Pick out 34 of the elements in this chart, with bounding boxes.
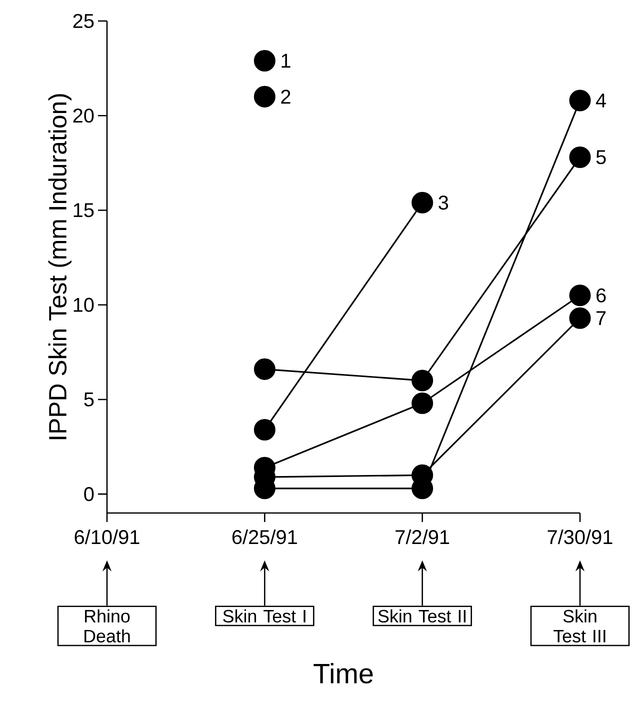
point	[569, 146, 591, 168]
x-tick-label: 6/10/91	[74, 530, 140, 544]
y-tick-label: 25	[73, 14, 94, 28]
y-tick-label: 15	[74, 203, 94, 218]
y-tick-label: 5	[84, 392, 94, 406]
point	[569, 284, 591, 306]
text: Rhino Death	[84, 609, 130, 642]
series-label: 4	[596, 94, 606, 108]
point	[569, 90, 591, 112]
series-label: 6	[596, 288, 606, 302]
series-label: 3	[438, 196, 448, 210]
x-tick-label: 7/2/91	[396, 530, 450, 544]
series-label: 7	[596, 311, 606, 325]
text: Skin Test III	[554, 609, 606, 642]
point	[254, 418, 276, 440]
point	[412, 370, 434, 392]
y-axis-title: IPPD Skin Test (mm Induration)	[48, 94, 72, 440]
point	[412, 392, 434, 414]
series-label: 5	[596, 150, 606, 164]
point	[254, 50, 276, 72]
series-label: 2	[281, 90, 290, 104]
text: Skin Test II	[378, 609, 466, 623]
point	[254, 358, 276, 380]
text: Skin Test I	[223, 609, 306, 623]
y-tick-label: 10	[74, 298, 94, 312]
x-axis-title: Time	[314, 663, 373, 684]
x-tick-label: 7/30/91	[548, 530, 612, 544]
x-tick-label: 6/25/91	[232, 530, 297, 544]
point	[412, 192, 434, 214]
point	[254, 86, 276, 108]
y-tick-label: 0	[84, 487, 94, 502]
point	[569, 307, 591, 329]
y-tick-label: 20	[73, 108, 94, 123]
series-label: 1	[282, 54, 290, 68]
